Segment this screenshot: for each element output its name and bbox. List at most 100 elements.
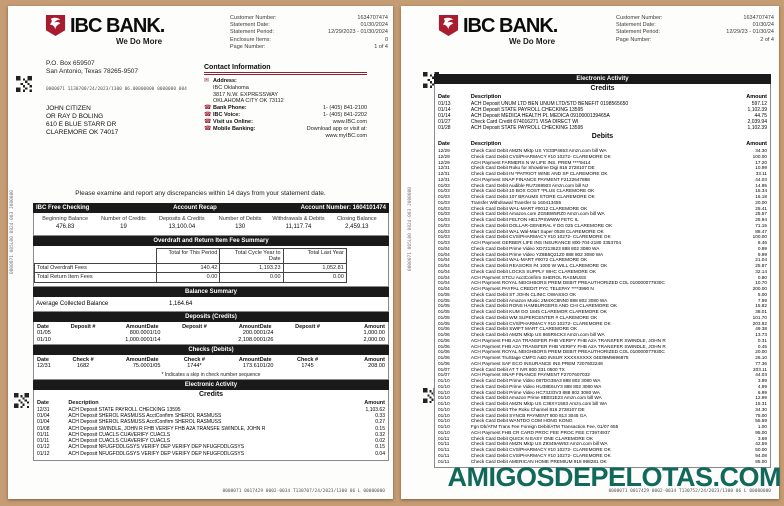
meta-row: Page Number: 2 of 4 xyxy=(616,37,774,44)
recipient-address: JOHN CITIZEN OR RAY D BOLING 610 E BLUE ST… xyxy=(46,105,118,137)
debit-amount: 94.08 xyxy=(755,452,767,458)
debit-date: 12/29 xyxy=(438,153,450,159)
credit-date: 01/04 xyxy=(37,419,50,426)
debit-description: Check Card Debit CVS/PHARMACY #10 10272-… xyxy=(470,452,611,458)
checks-bar: Checks (Debits) xyxy=(33,345,389,355)
deposits-col-number: Deposit # xyxy=(295,323,320,330)
debit-description: Check Card Debit WAL-MART #0012 CLAREMOR… xyxy=(470,205,588,211)
bank-name: IBC BANK. xyxy=(70,14,165,37)
debit-description: Check Card Debit LOCKS SUPPLY WHC CLAREM… xyxy=(470,268,597,274)
debit-description: Check Card Debit Roku for Showtime Digi … xyxy=(470,165,595,171)
meta-row: Enclosure Items: 0 xyxy=(230,37,388,44)
recap-col-value: 19 xyxy=(120,224,127,231)
debit-description: ACH Payment FARMERS N W LIFE INS. PREM *… xyxy=(470,159,591,165)
credit-amount: 44.75 xyxy=(754,112,767,119)
contact-address-lines: IBC Oklahoma 3817 N.W. EXPRESSWAY OKLAHOMA… xyxy=(213,85,367,105)
recap-col-value: 2,459.13 xyxy=(345,224,369,231)
contact-address-line: OKLAHOMA CITY OK 73112 xyxy=(213,98,284,104)
debit-date: 01/11 xyxy=(438,441,450,447)
balance-summary-bar: Balance Summary xyxy=(33,286,389,297)
debit-amount: 12.99 xyxy=(755,395,767,401)
fee-period-value: 0.00 xyxy=(157,273,221,283)
debit-date: 01/03 xyxy=(438,205,450,211)
deposit-amount: 800.00 xyxy=(129,330,147,337)
credits-rows: 01/13 ACH Deposit UNUM LTD BEN UNUM LTD/… xyxy=(435,101,770,132)
debit-date: 01/06 xyxy=(438,343,450,349)
debit-date: 12/31 xyxy=(438,171,450,177)
meta-label: Statement Date: xyxy=(616,22,656,29)
debit-date: 01/03 xyxy=(438,199,450,205)
contact-item-value[interactable]: www.IBC.com xyxy=(332,118,367,125)
balance-label: Average Collected Balance xyxy=(36,300,109,307)
recap-col-label: Deposits & Credits xyxy=(159,216,205,222)
debit-date: 01/10 xyxy=(438,378,450,384)
credit-amount: 0.15 xyxy=(375,425,385,432)
debit-description: Check Card Debit SWIFT MART CLAREMORE OK xyxy=(470,326,578,332)
meta-label: Statement Date: xyxy=(230,22,270,29)
recap-column: Deposits & Credits 13,100.04 xyxy=(153,216,211,231)
debit-date: 01/04 xyxy=(438,268,450,274)
contact-information: Contact Information ✉ Address: IBC Oklah… xyxy=(204,64,367,140)
debit-date: 01/05 xyxy=(438,297,450,303)
debit-description: Check Card Debit AMZN Mktp US Z9349AW63 … xyxy=(470,441,608,447)
ibc-shield-icon xyxy=(45,14,66,37)
debit-description: Check Card Debit WANTDO COM HONG KONG xyxy=(470,418,573,424)
debit-date: 01/10 xyxy=(438,418,450,424)
debit-date: 01/04 xyxy=(438,263,450,269)
debit-date: 01/04 xyxy=(438,280,450,286)
meta-label: Customer Number: xyxy=(230,15,277,21)
debits-col-description: Description xyxy=(470,141,502,148)
credits-col-amount: Amount xyxy=(364,400,385,407)
debit-amount: 20.00 xyxy=(755,349,767,355)
credit-description: ACH Deposit SHEROL RASMUSS AcctConfirm S… xyxy=(68,412,222,419)
debit-date: 01/06 xyxy=(438,326,450,332)
contact-item-value[interactable]: 1- (405) 841-2202 xyxy=(322,111,367,118)
fee-row-label: Total Return Item Fees xyxy=(34,273,158,283)
meta-value: 1634707474 xyxy=(357,15,388,21)
debit-date: 01/10 xyxy=(438,395,450,401)
contact-item-value[interactable]: 1- (405) 841-2100 xyxy=(322,104,367,111)
debit-amount: 88.47 xyxy=(755,228,767,234)
debit-amount: 44.03 xyxy=(755,372,767,378)
recap-column: Withdrawals & Debits 11,117.74 xyxy=(269,216,327,231)
debit-date: 12/31 xyxy=(438,165,450,171)
credit-description: ACH Deposit MEDICA HEALTH PL MEDICA 0910… xyxy=(470,112,610,119)
overdraft-col-header: Total for This Period xyxy=(157,247,221,265)
debit-amount: 38.01 xyxy=(755,309,767,315)
envelope-icon: ✉ xyxy=(204,78,210,84)
fee-ytd-value: 1,193.23 xyxy=(220,264,284,274)
debit-description: Check Card Debit DOLLAR-GENERAL # DG 025… xyxy=(470,222,613,228)
debit-amount: 3.99 xyxy=(757,378,767,384)
check-number: 1744* xyxy=(187,363,202,370)
debit-date: 01/06 xyxy=(438,332,450,338)
recap-col-label: Withdrawals & Debits xyxy=(272,216,325,222)
check-date: 12/31 xyxy=(37,363,51,370)
qr-code xyxy=(14,393,29,408)
recap-col-label: Number of Debits xyxy=(218,216,262,222)
debit-amount: 0.80 xyxy=(757,274,767,280)
debit-amount: 203.92 xyxy=(752,320,767,326)
debit-amount: 71.15 xyxy=(755,222,767,228)
debit-amount: 16.18 xyxy=(755,194,767,200)
debit-description: Fgn Db/ATM Trans Fee Foreign Debit/ATM T… xyxy=(470,424,619,430)
meta-row: Statement Period: 12/29/23 - 01/30/24 xyxy=(616,29,774,36)
bank-address: P.O. Box 659507 San Antonio, Texas 78265-… xyxy=(46,60,138,76)
meta-label: Statement Period: xyxy=(616,29,661,36)
contact-address-line: 3817 N.W. EXPRESSWAY xyxy=(213,91,279,98)
deposits-col-number: Deposit # xyxy=(182,323,207,330)
ibc-shield-icon xyxy=(438,14,459,37)
debit-date: 01/10 xyxy=(438,429,450,435)
contact-item-value[interactable]: Download app or visit at: www.myIBC.com xyxy=(306,125,367,139)
debits-header: Date Description Amount xyxy=(435,141,770,148)
debit-description: ACH Payment FHB A2A TRANSFER FHB VERIFY … xyxy=(470,337,666,343)
credit-description: ACH Deposit SHEROL RASMUSS AcctConfirm S… xyxy=(68,419,222,426)
deposit-number xyxy=(288,337,328,343)
debit-date: 01/10 xyxy=(438,389,450,395)
debit-date: 01/04 xyxy=(438,257,450,263)
debit-description: Check Card Debit Amazon Prime 8B031E23 A… xyxy=(470,395,602,401)
qr-code xyxy=(16,76,32,92)
deposits-col-date: Date xyxy=(37,323,49,330)
debit-date: 01/04 xyxy=(438,251,450,257)
recap-column: Number of Debits 130 xyxy=(211,216,269,231)
recap-column: Beginning Balance 476.83 xyxy=(36,216,94,231)
